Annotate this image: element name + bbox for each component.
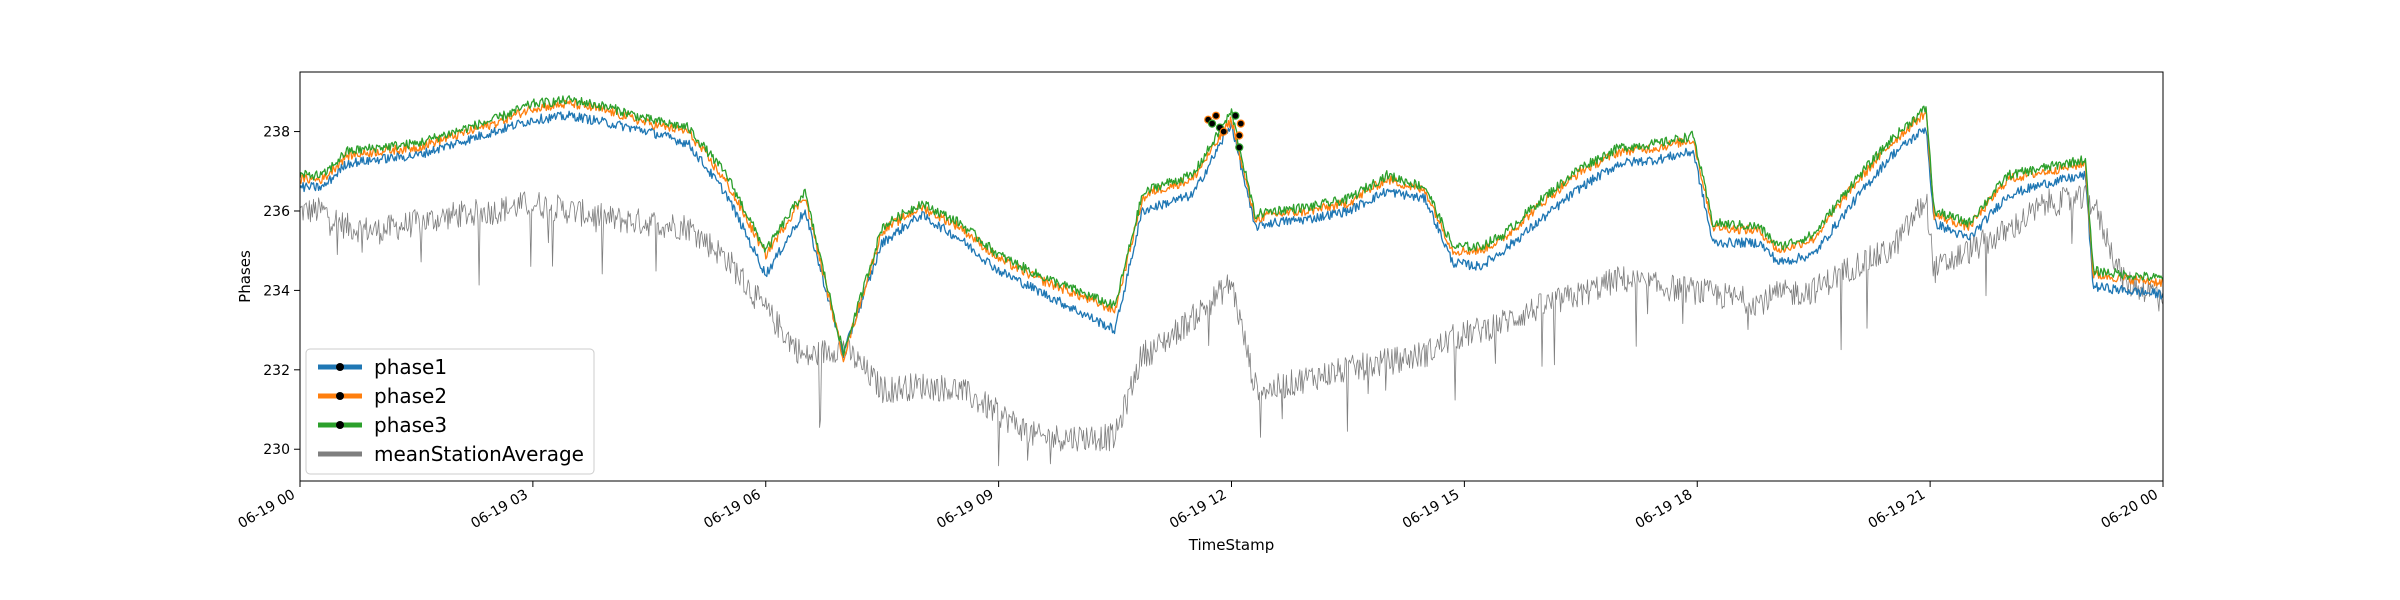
x-tick-label: 06-20 00 bbox=[2098, 487, 2161, 532]
x-tick-label: 06-19 00 bbox=[235, 487, 298, 532]
y-tick-label: 234 bbox=[263, 283, 290, 299]
x-tick-label: 06-19 21 bbox=[1866, 487, 1929, 532]
x-axis-ticks: 06-19 00 06-19 03 06-19 06 06-19 09 06-19 12… bbox=[235, 481, 2164, 532]
anomaly-marker bbox=[1219, 127, 1228, 136]
legend-label-phase1: phase1 bbox=[374, 355, 447, 379]
legend-marker-phase2 bbox=[336, 392, 344, 400]
anomaly-markers bbox=[1204, 111, 1245, 152]
series-line-meanStationAverage bbox=[300, 184, 2163, 467]
anomaly-marker bbox=[1231, 111, 1240, 120]
legend: phase1 phase2 phase3 meanStationAverage bbox=[305, 348, 595, 475]
anomaly-marker bbox=[1236, 119, 1245, 128]
legend-marker-phase1 bbox=[336, 363, 344, 371]
series-line-phase2 bbox=[300, 99, 2163, 363]
legend-box bbox=[305, 348, 595, 475]
anomaly-marker bbox=[1207, 119, 1217, 128]
x-axis-label: TimeStamp bbox=[1188, 536, 1274, 554]
x-tick-label: 06-19 18 bbox=[1633, 487, 1696, 532]
series-line-phase3 bbox=[300, 95, 2163, 357]
y-tick-label: 236 bbox=[263, 204, 290, 220]
x-tick-label: 06-19 03 bbox=[468, 487, 531, 532]
series-layer bbox=[300, 95, 2163, 467]
x-tick-label: 06-19 12 bbox=[1167, 487, 1230, 532]
legend-marker-phase3 bbox=[336, 421, 344, 429]
legend-label-phase3: phase3 bbox=[374, 413, 447, 437]
y-axis-ticks: 230 232 234 236 238 bbox=[263, 125, 300, 458]
x-tick-label: 06-19 09 bbox=[934, 487, 997, 532]
y-tick-label: 230 bbox=[263, 442, 290, 458]
y-tick-label: 238 bbox=[263, 125, 290, 141]
legend-label-phase2: phase2 bbox=[374, 384, 447, 408]
anomaly-marker bbox=[1211, 111, 1221, 120]
legend-label-meanStationAverage: meanStationAverage bbox=[374, 442, 584, 466]
anomaly-marker bbox=[1235, 143, 1244, 152]
y-axis-label: Phases bbox=[236, 250, 254, 303]
y-tick-label: 232 bbox=[263, 363, 290, 379]
anomaly-marker bbox=[1235, 131, 1244, 140]
x-tick-label: 06-19 15 bbox=[1400, 487, 1463, 532]
x-tick-label: 06-19 06 bbox=[701, 487, 764, 532]
